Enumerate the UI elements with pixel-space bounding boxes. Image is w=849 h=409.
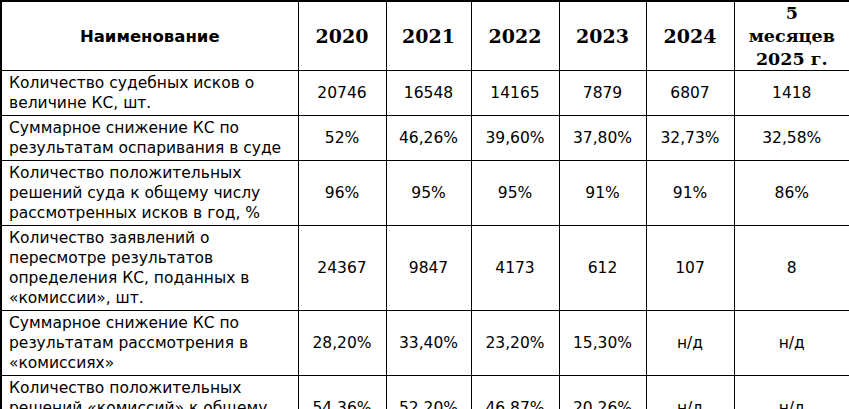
value-cell: н/д (734, 311, 849, 376)
value-cell: 107 (646, 226, 734, 311)
value-cell: н/д (734, 376, 849, 409)
column-header-2020: 2020 (298, 1, 386, 71)
row-label: Суммарное снижение КС по результатам рас… (1, 311, 298, 376)
value-cell: 9847 (386, 226, 471, 311)
value-cell: 46,87% (471, 376, 559, 409)
table-row-commission-total-reduction: Суммарное снижение КС по результатам рас… (1, 311, 849, 376)
value-cell: 95% (386, 161, 471, 226)
value-cell: 6807 (646, 71, 734, 116)
row-label: Количество положительных решений суда к … (1, 161, 298, 226)
value-cell: 24367 (298, 226, 386, 311)
value-cell: 8 (734, 226, 849, 311)
value-cell: 91% (559, 161, 646, 226)
column-header-2023: 2023 (559, 1, 646, 71)
table-header-row: Наименование 2020 2021 2022 2023 2024 5 … (1, 1, 849, 71)
column-header-5-months-2025: 5 месяцев 2025 г. (734, 1, 849, 71)
value-cell: 96% (298, 161, 386, 226)
row-label: Суммарное снижение КС по результатам осп… (1, 116, 298, 161)
value-cell: 4173 (471, 226, 559, 311)
value-cell: 39,60% (471, 116, 559, 161)
table-row-commission-applications: Количество заявлений о пересмотре резуль… (1, 226, 849, 311)
value-cell: 7879 (559, 71, 646, 116)
value-cell: 1418 (734, 71, 849, 116)
value-cell: 86% (734, 161, 849, 226)
value-cell: 28,20% (298, 311, 386, 376)
value-cell: 612 (559, 226, 646, 311)
value-cell: 52% (298, 116, 386, 161)
value-cell: 95% (471, 161, 559, 226)
column-header-2024: 2024 (646, 1, 734, 71)
column-header-2021: 2021 (386, 1, 471, 71)
value-cell: 20,26% (559, 376, 646, 409)
row-label: Количество заявлений о пересмотре резуль… (1, 226, 298, 311)
column-header-2022: 2022 (471, 1, 559, 71)
row-label: Количество положительных решений «комисс… (1, 376, 298, 409)
column-header-name: Наименование (1, 1, 298, 71)
row-label: Количество судебных исков о величине КС,… (1, 71, 298, 116)
table-row-court-positive-decisions: Количество положительных решений суда к … (1, 161, 849, 226)
value-cell: 46,26% (386, 116, 471, 161)
value-cell: 32,58% (734, 116, 849, 161)
value-cell: н/д (646, 376, 734, 409)
value-cell: 54,36% (298, 376, 386, 409)
table-row-court-total-reduction: Суммарное снижение КС по результатам осп… (1, 116, 849, 161)
value-cell: 16548 (386, 71, 471, 116)
table-row-court-claims-count: Количество судебных исков о величине КС,… (1, 71, 849, 116)
statistics-table: Наименование 2020 2021 2022 2023 2024 5 … (0, 0, 849, 409)
value-cell: 37,80% (559, 116, 646, 161)
value-cell: 91% (646, 161, 734, 226)
value-cell: н/д (646, 311, 734, 376)
value-cell: 23,20% (471, 311, 559, 376)
value-cell: 15,30% (559, 311, 646, 376)
value-cell: 14165 (471, 71, 559, 116)
value-cell: 32,73% (646, 116, 734, 161)
value-cell: 20746 (298, 71, 386, 116)
table-page: Наименование 2020 2021 2022 2023 2024 5 … (0, 0, 849, 409)
value-cell: 52,20% (386, 376, 471, 409)
table-row-commission-positive-decisions: Количество положительных решений «комисс… (1, 376, 849, 409)
value-cell: 33,40% (386, 311, 471, 376)
